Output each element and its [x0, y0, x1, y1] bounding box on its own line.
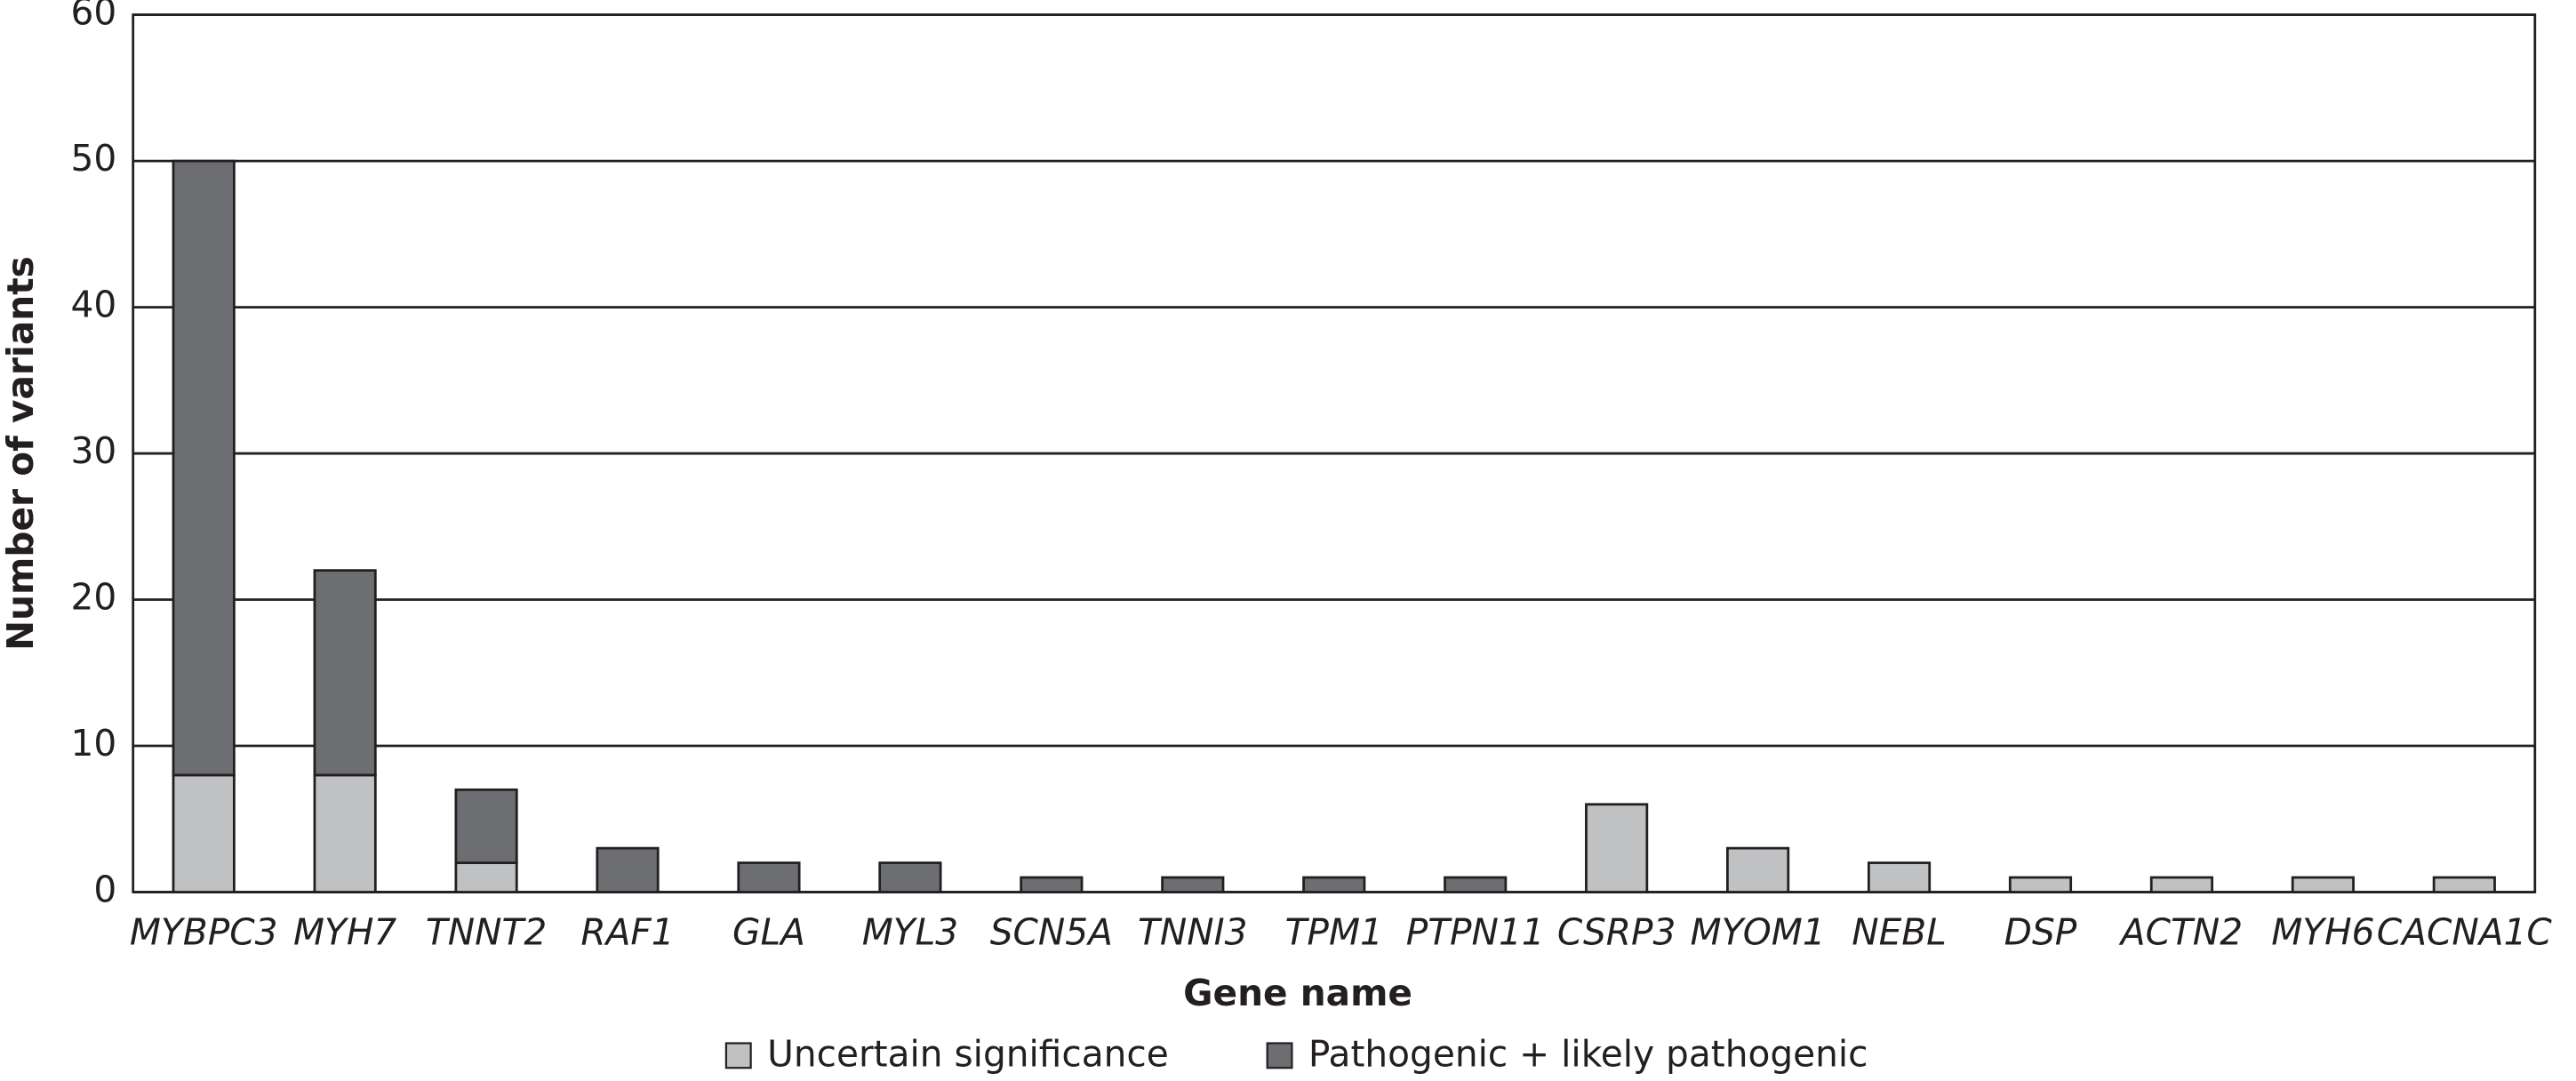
legend-label: Uncertain significance: [767, 1032, 1169, 1075]
y-tick-label: 30: [71, 429, 117, 472]
bar-segment: [2432, 876, 2496, 893]
legend-swatch: [724, 1042, 752, 1069]
y-tick-label: 0: [93, 868, 116, 910]
x-tick-label: MYBPC3: [130, 911, 278, 954]
bar-segment: [313, 569, 377, 777]
x-tick-label: MYH7: [293, 911, 396, 954]
x-tick-label: PTPN11: [1406, 911, 1545, 954]
legend-swatch: [1266, 1042, 1293, 1069]
bar-segment: [172, 159, 236, 777]
x-tick-label: RAF1: [580, 911, 674, 954]
x-tick-label: NEBL: [1852, 911, 1947, 954]
bar-segment: [596, 846, 660, 893]
legend-label: Pathogenic + likely pathogenic: [1308, 1032, 1868, 1075]
x-tick-label: DSP: [2004, 911, 2077, 954]
bar-segment: [737, 861, 801, 893]
bar-segment: [454, 861, 518, 893]
y-axis-title: Number of variants: [0, 256, 42, 651]
y-tick-label: 10: [71, 722, 117, 765]
bar-segment: [172, 773, 236, 893]
x-tick-label: TNNI3: [1138, 911, 1247, 954]
x-tick-label: TPM1: [1285, 911, 1383, 954]
x-tick-label: MYOM1: [1691, 911, 1826, 954]
x-tick-label: CACNA1C: [2377, 911, 2553, 954]
bar-segment: [1020, 876, 1084, 893]
bar-segment: [1444, 876, 1508, 893]
x-tick-label: CSRP3: [1557, 911, 1676, 954]
x-tick-label: SCN5A: [990, 911, 1113, 954]
x-tick-label: GLA: [732, 911, 805, 954]
bar-segment: [1302, 876, 1366, 893]
x-tick-label: ACTN2: [2118, 911, 2243, 954]
bar-segment: [2291, 876, 2355, 893]
x-axis-title: Gene name: [1183, 972, 1412, 1014]
bar-segment: [1867, 861, 1932, 893]
bar-segment: [2008, 876, 2073, 893]
y-tick-label: 50: [71, 137, 117, 180]
x-tick-label: MYL3: [862, 911, 958, 954]
x-tick-label: TNNT2: [426, 911, 547, 954]
bar-segment: [454, 788, 518, 864]
y-tick-label: 60: [71, 0, 117, 34]
bar-segment: [2149, 876, 2214, 893]
bar-segment: [313, 773, 377, 893]
y-tick-label: 20: [71, 576, 117, 619]
bar-segment: [878, 861, 942, 893]
x-tick-label: MYH6: [2271, 911, 2374, 954]
y-tick-label: 40: [71, 284, 117, 326]
bar-segment: [1585, 803, 1649, 893]
bar-segment: [1726, 846, 1790, 893]
bar-segment: [1161, 876, 1225, 893]
